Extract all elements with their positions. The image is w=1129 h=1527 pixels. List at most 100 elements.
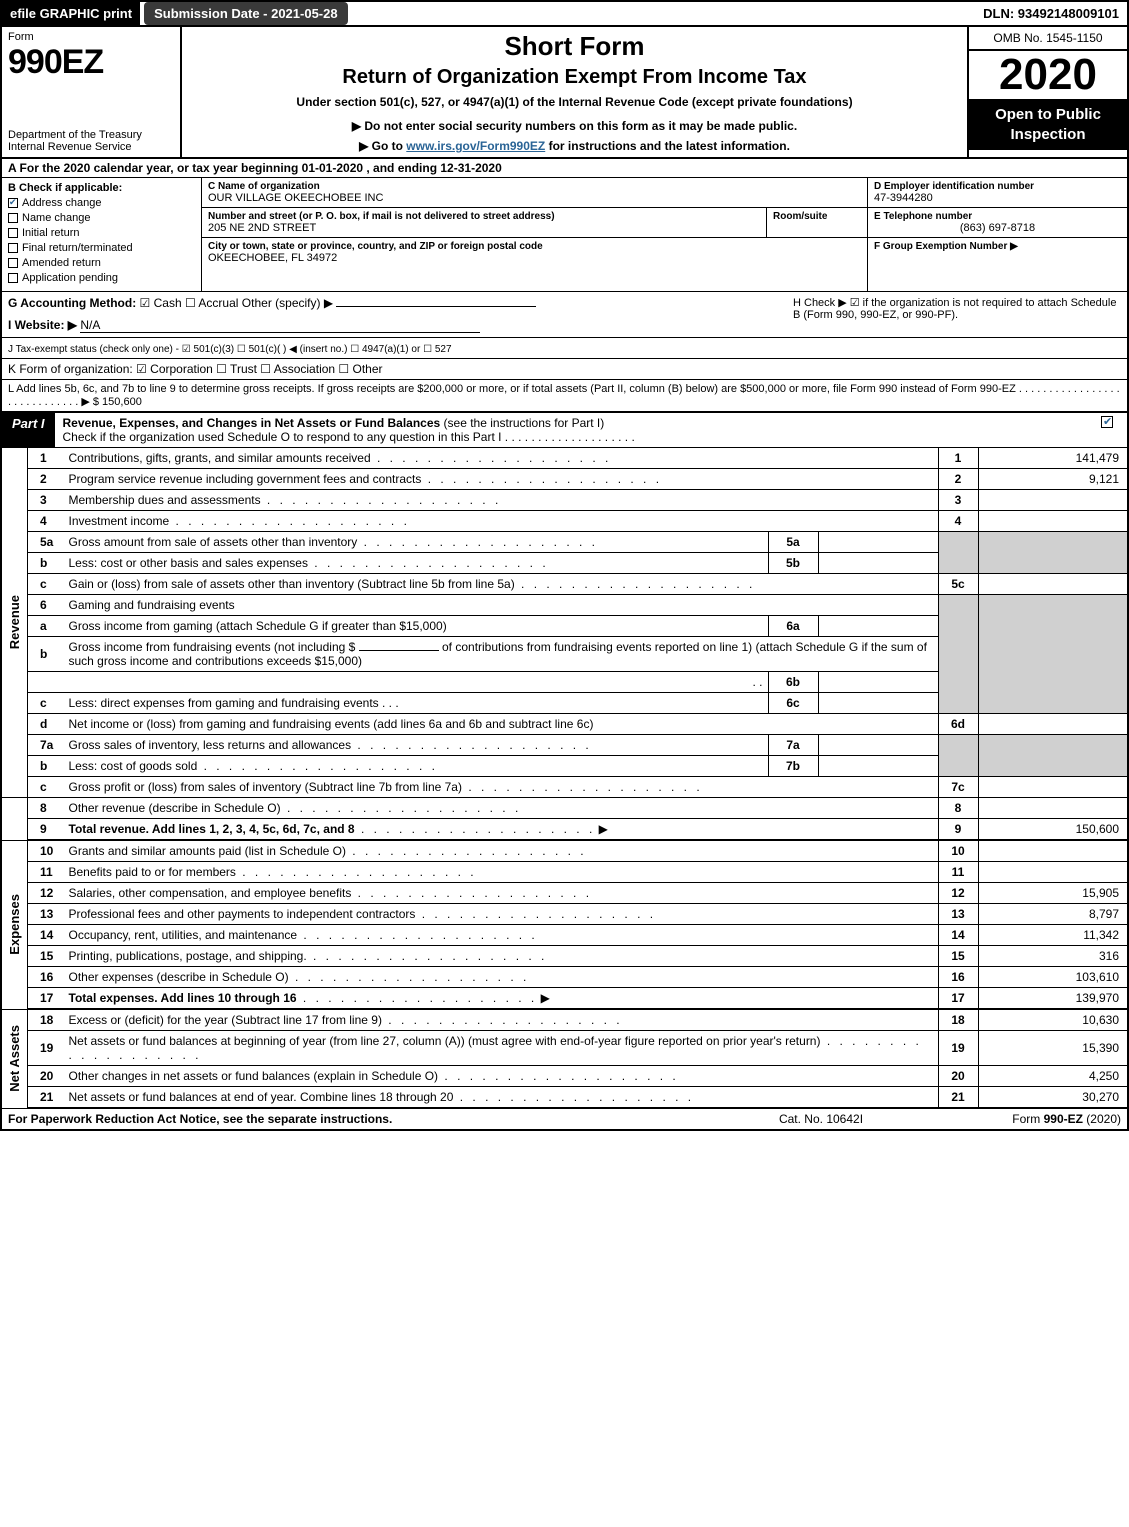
table-row: 5a Gross amount from sale of assets othe… (1, 532, 1128, 553)
check-address-change[interactable]: Address change (8, 197, 195, 209)
part-badge: Part I (2, 413, 55, 447)
line-2-amount: 9,121 (978, 469, 1128, 490)
tax-year: 2020 (969, 51, 1127, 99)
ein-value: 47-3944280 (874, 192, 1121, 204)
table-row: 17 Total expenses. Add lines 10 through … (1, 988, 1128, 1010)
address-cell: Number and street (or P. O. box, if mail… (202, 208, 767, 237)
check-name-change[interactable]: Name change (8, 212, 195, 224)
c-address-row: Number and street (or P. O. box, if mail… (202, 208, 867, 238)
part-1-header: Part I Revenue, Expenses, and Changes in… (0, 413, 1129, 448)
footer-form-ref: Form 990-EZ (2020) (921, 1112, 1121, 1126)
department-label: Department of the Treasury Internal Reve… (8, 129, 174, 153)
table-row: c Gross profit or (loss) from sales of i… (1, 777, 1128, 798)
footer-row: For Paperwork Reduction Act Notice, see … (0, 1109, 1129, 1131)
table-row: 21 Net assets or fund balances at end of… (1, 1087, 1128, 1109)
other-specify-input[interactable] (336, 306, 536, 307)
expenses-side-label: Expenses (1, 840, 28, 1009)
revenue-table: Revenue 1 Contributions, gifts, grants, … (0, 448, 1129, 1109)
checkbox-icon (8, 243, 18, 253)
line-9-total: 150,600 (978, 819, 1128, 841)
table-row: 4 Investment income 4 (1, 511, 1128, 532)
form-number: 990EZ (8, 43, 174, 82)
e-phone-cell: E Telephone number (863) 697-8718 (868, 208, 1127, 238)
part-check-cell (1087, 413, 1127, 447)
org-name: OUR VILLAGE OKEECHOBEE INC (208, 192, 861, 204)
checkbox-icon (8, 258, 18, 268)
open-to-public: Open to Public Inspection (969, 99, 1127, 150)
header-right: OMB No. 1545-1150 2020 Open to Public In… (967, 27, 1127, 157)
table-row: 3 Membership dues and assessments 3 (1, 490, 1128, 511)
footer-cat-no: Cat. No. 10642I (721, 1112, 921, 1126)
c-name-cell: C Name of organization OUR VILLAGE OKEEC… (202, 178, 867, 208)
table-row: 19 Net assets or fund balances at beginn… (1, 1031, 1128, 1066)
table-row: 14 Occupancy, rent, utilities, and maint… (1, 925, 1128, 946)
table-row: c Gain or (loss) from sale of assets oth… (1, 574, 1128, 595)
table-row: Net Assets 18 Excess or (deficit) for th… (1, 1009, 1128, 1031)
submission-date-button[interactable]: Submission Date - 2021-05-28 (144, 2, 348, 25)
instruction-line-2: ▶ Go to www.irs.gov/Form990EZ for instru… (192, 139, 957, 153)
table-row: 13 Professional fees and other payments … (1, 904, 1128, 925)
h-schedule-b: H Check ▶ ☑ if the organization is not r… (787, 292, 1127, 337)
col-c-org-info: C Name of organization OUR VILLAGE OKEEC… (202, 178, 867, 291)
net-assets-side-label: Net Assets (1, 1009, 28, 1108)
table-row: 16 Other expenses (describe in Schedule … (1, 967, 1128, 988)
line-12-amount: 15,905 (978, 883, 1128, 904)
phone-value: (863) 697-8718 (874, 222, 1121, 234)
line-15-amount: 316 (978, 946, 1128, 967)
line-18-amount: 10,630 (978, 1009, 1128, 1031)
c-city-cell: City or town, state or province, country… (202, 238, 867, 267)
check-initial-return[interactable]: Initial return (8, 227, 195, 239)
line-17-total: 139,970 (978, 988, 1128, 1010)
form-subtitle: Under section 501(c), 527, or 4947(a)(1)… (192, 95, 957, 109)
b-header: B Check if applicable: (8, 182, 195, 194)
table-row: 9 Total revenue. Add lines 1, 2, 3, 4, 5… (1, 819, 1128, 841)
table-row: 15 Printing, publications, postage, and … (1, 946, 1128, 967)
website-value: N/A (80, 318, 480, 333)
line-20-amount: 4,250 (978, 1066, 1128, 1087)
form-title: Return of Organization Exempt From Incom… (192, 66, 957, 89)
line-1-amount: 141,479 (978, 448, 1128, 469)
g-accounting-method: G Accounting Method: ☑ Cash ☐ Accrual Ot… (2, 292, 787, 337)
omb-number: OMB No. 1545-1150 (969, 27, 1127, 51)
line-16-amount: 103,610 (978, 967, 1128, 988)
col-b-checkboxes: B Check if applicable: Address change Na… (2, 178, 202, 291)
checkbox-icon (8, 213, 18, 223)
form-label: Form (8, 31, 174, 43)
line-13-amount: 8,797 (978, 904, 1128, 925)
check-final-return[interactable]: Final return/terminated (8, 242, 195, 254)
header-left: Form 990EZ Department of the Treasury In… (2, 27, 182, 157)
header-mid: Short Form Return of Organization Exempt… (182, 27, 967, 157)
table-row: 8 Other revenue (describe in Schedule O)… (1, 798, 1128, 819)
table-row: Revenue 1 Contributions, gifts, grants, … (1, 448, 1128, 469)
part-title: Revenue, Expenses, and Changes in Net As… (55, 413, 1087, 447)
d-ein-cell: D Employer identification number 47-3944… (868, 178, 1127, 208)
footer-left: For Paperwork Reduction Act Notice, see … (8, 1112, 721, 1126)
line-21-amount: 30,270 (978, 1087, 1128, 1109)
short-form-title: Short Form (192, 31, 957, 62)
line-19-amount: 15,390 (978, 1031, 1128, 1066)
top-bar: efile GRAPHIC print Submission Date - 20… (0, 0, 1129, 27)
city-state-zip: OKEECHOBEE, FL 34972 (208, 252, 861, 264)
checkbox-icon (8, 198, 18, 208)
section-bcd: B Check if applicable: Address change Na… (0, 178, 1129, 292)
room-suite-cell: Room/suite (767, 208, 867, 237)
row-l-gross-receipts: L Add lines 5b, 6c, and 7b to line 9 to … (0, 380, 1129, 413)
checkbox-icon (8, 228, 18, 238)
check-application-pending[interactable]: Application pending (8, 272, 195, 284)
schedule-o-checkbox[interactable] (1101, 416, 1113, 428)
table-row: 2 Program service revenue including gove… (1, 469, 1128, 490)
irs-link[interactable]: www.irs.gov/Form990EZ (406, 139, 545, 153)
f-group-cell: F Group Exemption Number ▶ (868, 238, 1127, 291)
form-header: Form 990EZ Department of the Treasury In… (0, 27, 1129, 159)
table-row: 20 Other changes in net assets or fund b… (1, 1066, 1128, 1087)
row-j-tax-exempt: J Tax-exempt status (check only one) - ☑… (0, 338, 1129, 359)
table-row: d Net income or (loss) from gaming and f… (1, 714, 1128, 735)
table-row: 7a Gross sales of inventory, less return… (1, 735, 1128, 756)
table-row: 12 Salaries, other compensation, and emp… (1, 883, 1128, 904)
col-d-ein: D Employer identification number 47-3944… (867, 178, 1127, 291)
row-k-org-form: K Form of organization: ☑ Corporation ☐ … (0, 359, 1129, 380)
i-website-row: I Website: ▶ N/A (8, 318, 781, 333)
efile-label[interactable]: efile GRAPHIC print (2, 2, 140, 25)
street-address: 205 NE 2ND STREET (208, 222, 760, 234)
check-amended-return[interactable]: Amended return (8, 257, 195, 269)
